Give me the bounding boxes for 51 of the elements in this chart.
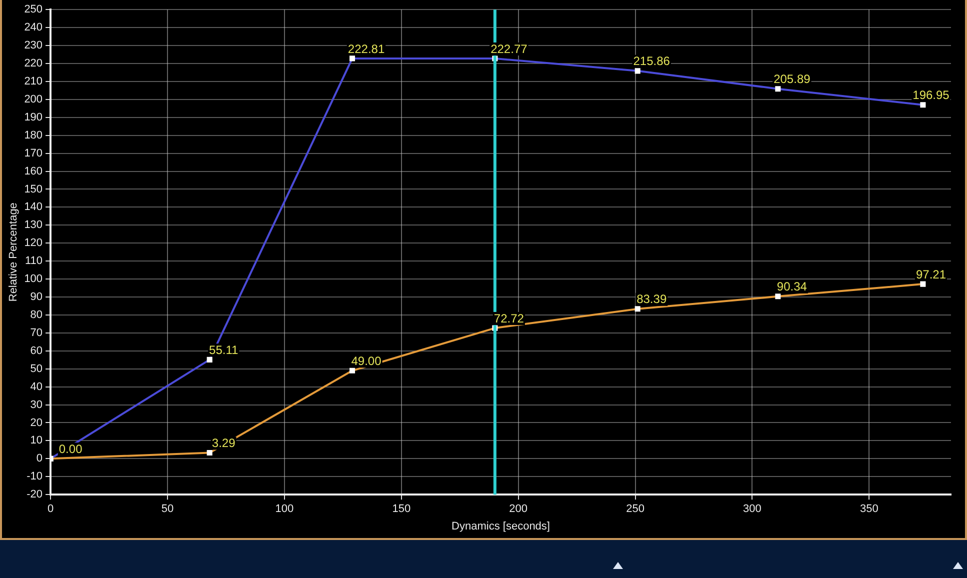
x-axis-title: Dynamics [seconds] (452, 520, 550, 532)
y-tick-label: 120 (24, 237, 43, 250)
data-label: 3.29 (212, 436, 236, 450)
data-label: 0.00 (58, 442, 83, 456)
y-axis-title: Relative Percentage (8, 202, 20, 302)
x-tick-label: 150 (392, 503, 411, 516)
y-tick-label: -10 (26, 470, 43, 483)
y-tick-label: 130 (24, 219, 43, 232)
y-tick-label: 240 (24, 22, 43, 34)
data-label: 196.95 (912, 88, 950, 102)
data-label: 83.39 (636, 292, 667, 306)
x-tick-label: 50 (161, 503, 174, 516)
y-tick-label: 40 (30, 380, 43, 393)
y-tick-label: 160 (24, 165, 43, 178)
x-tick-label: 300 (743, 503, 762, 516)
data-label: 215.86 (633, 54, 670, 68)
y-tick-label: 190 (24, 111, 43, 124)
y-tick-label: 30 (30, 398, 43, 411)
y-tick-label: 210 (24, 75, 43, 88)
y-tick-label: 200 (24, 93, 43, 106)
data-label: 222.77 (490, 42, 528, 56)
x-tick-label: 350 (860, 503, 878, 516)
y-tick-label: 220 (24, 58, 43, 70)
y-tick-label: 70 (30, 326, 43, 339)
data-label: 205.89 (774, 72, 811, 86)
y-tick-label: 80 (30, 309, 43, 321)
data-label: 90.34 (776, 280, 808, 294)
y-tick-label: 250 (24, 4, 43, 16)
y-tick-label: 50 (30, 362, 43, 375)
x-tick-label: 250 (626, 503, 644, 516)
data-label: 97.21 (916, 267, 946, 282)
data-label: 72.72 (494, 311, 524, 326)
y-tick-label: 180 (24, 129, 43, 142)
y-tick-label: 110 (25, 255, 43, 268)
y-tick-label: 0 (36, 452, 43, 465)
y-tick-label: 170 (24, 147, 43, 160)
y-tick-label: 230 (24, 40, 43, 52)
y-tick-label: 90 (30, 291, 43, 304)
x-tick-label: 0 (47, 503, 54, 516)
y-tick-label: -20 (26, 488, 43, 501)
y-tick-label: 140 (24, 201, 43, 214)
data-label: 222.81 (348, 42, 385, 56)
x-tick-label: 200 (509, 503, 528, 516)
data-label: 55.11 (209, 342, 238, 357)
data-label: 49.00 (351, 354, 382, 368)
y-tick-label: 150 (24, 183, 43, 196)
y-tick-label: 60 (30, 344, 43, 357)
y-tick-label: 20 (30, 416, 43, 429)
y-tick-label: 10 (30, 434, 43, 447)
y-tick-label: 100 (24, 273, 43, 286)
x-tick-label: 100 (275, 503, 294, 516)
